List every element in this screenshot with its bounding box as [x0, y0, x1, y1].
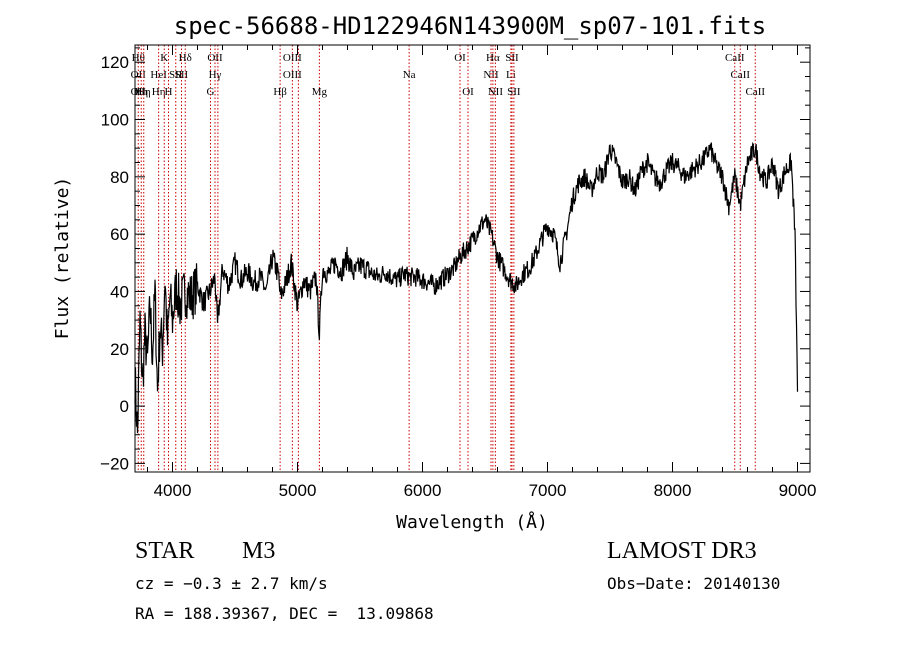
class-label: STAR — [135, 538, 195, 564]
marker-label-8-0: Hδ — [179, 52, 192, 64]
survey-label: LAMOST DR3 — [607, 538, 757, 564]
chart-title: spec-56688-HD122946N143900M_sp07-101.fit… — [174, 12, 766, 40]
y-axis-ticks: −20 0 20 40 60 80 100 120 — [100, 47, 810, 473]
marker-label-3-1: HeI — [150, 69, 167, 81]
x-tick-label: 7000 — [529, 481, 567, 500]
marker-label-25-0: CaII — [725, 52, 745, 64]
y-tick-label: 0 — [120, 397, 129, 416]
redshift-label: cz = −0.3 ± 2.7 km/s — [135, 574, 328, 593]
marker-label-13-1: OIII — [283, 69, 302, 81]
y-tick-label: 120 — [101, 53, 129, 72]
marker-label-26-1: CaII — [730, 69, 750, 81]
y-tick-label: 100 — [101, 111, 129, 130]
marker-label-12-2: Hβ — [273, 86, 287, 98]
marker-label-23-0: SII — [505, 52, 519, 64]
x-tick-label: 5000 — [279, 481, 317, 500]
spectral-line-markers: HθOIIOIIHηHηHeIHηKHSIISIIHδGOIIHγHβOIIIO… — [131, 45, 765, 472]
obs-date-label: Obs−Date: 20140130 — [607, 574, 781, 593]
marker-label-17-0: OI — [454, 52, 466, 64]
coordinates-label: RA = 188.39367, DEC = 13.09868 — [135, 604, 434, 623]
x-tick-label: 6000 — [404, 481, 442, 500]
y-tick-label: 80 — [110, 168, 129, 187]
marker-label-7-1: SII — [175, 69, 189, 81]
marker-label-9-2: G — [207, 86, 215, 98]
y-tick-label: −20 — [100, 454, 129, 473]
marker-label-15-2: Mg — [312, 86, 328, 98]
marker-label-13-0: OIII — [283, 52, 302, 64]
plot-frame — [134, 44, 811, 473]
marker-label-20-0: Hα — [486, 52, 500, 64]
y-tick-label: 40 — [110, 282, 129, 301]
spectrum-flux-line — [134, 141, 799, 434]
y-tick-label: 20 — [110, 340, 129, 359]
x-axis-ticks: 4000 5000 6000 7000 8000 9000 — [147, 45, 817, 500]
marker-label-10-1: Hγ — [209, 69, 222, 81]
marker-label-19-1: NII — [483, 69, 499, 81]
x-tick-label: 8000 — [654, 481, 692, 500]
subclass-label: M3 — [242, 538, 276, 564]
x-axis-label: Wavelength (Å) — [396, 511, 548, 533]
marker-label-2-2: Hη — [137, 86, 151, 98]
marker-label-27-2: CaII — [745, 86, 765, 98]
marker-label-22-1: Li — [506, 69, 516, 81]
marker-label-5-2: H — [165, 86, 173, 98]
marker-label-1-2: Hη — [134, 86, 148, 98]
marker-label-16-1: Na — [403, 69, 416, 81]
marker-label-3-2: Hη — [152, 86, 166, 98]
marker-label-24-2: SII — [507, 86, 521, 98]
y-axis-label: Flux (relative) — [52, 177, 73, 340]
x-tick-label: 9000 — [779, 481, 817, 500]
x-tick-label: 4000 — [154, 481, 192, 500]
marker-label-6-1: SII — [169, 69, 183, 81]
marker-label-10-0: OII — [207, 52, 223, 64]
marker-label-18-2: OI — [462, 86, 474, 98]
y-tick-label: 60 — [110, 225, 129, 244]
marker-label-4-0: K — [160, 52, 168, 64]
marker-label-21-2: NII — [488, 86, 504, 98]
